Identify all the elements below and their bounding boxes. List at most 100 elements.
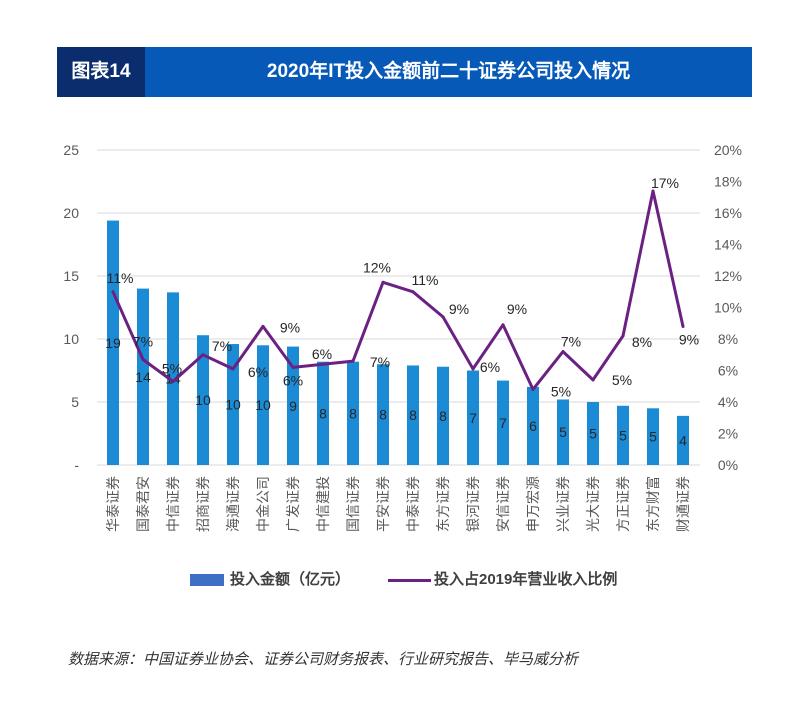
line-value-label: 7% <box>212 338 232 354</box>
bar-value-label: 10 <box>225 397 241 413</box>
y-left-tick-label: 15 <box>63 268 79 284</box>
bar-value-label: 14 <box>135 369 151 385</box>
bar-value-label: 6 <box>529 418 537 434</box>
ratio-line-point <box>531 387 535 391</box>
bar-value-label: 8 <box>319 405 327 421</box>
line-value-label: 9% <box>449 301 469 317</box>
line-value-label: 5% <box>162 361 182 377</box>
ratio-line-point <box>561 350 565 354</box>
bar <box>677 415 689 465</box>
ratio-line-point <box>171 380 175 384</box>
x-axis-category-label: 光大证券 <box>585 476 601 532</box>
ratio-line-point <box>501 323 505 327</box>
bar <box>227 344 239 465</box>
x-axis-category-label: 申万宏源 <box>525 476 541 532</box>
bar <box>407 365 419 465</box>
ratio-line <box>111 189 685 391</box>
line-value-label: 12% <box>363 259 391 275</box>
x-axis-category-label: 平安证券 <box>375 476 391 532</box>
bar-value-label: 9 <box>289 398 297 414</box>
x-axis-category-label: 兴业证券 <box>555 476 571 532</box>
ratio-line-point <box>141 357 145 361</box>
y-right-tick-label: 6% <box>718 363 738 379</box>
bar-value-label: 8 <box>439 408 447 424</box>
bar-value-label: 10 <box>195 392 211 408</box>
ratio-line-point <box>201 353 205 357</box>
x-axis-category-label: 银河证券 <box>465 476 481 532</box>
y-right-tick-label: 14% <box>714 237 742 253</box>
line-value-label: 6% <box>312 346 332 362</box>
y-left-tick-label: 10 <box>63 331 79 347</box>
bar <box>437 366 449 465</box>
bar <box>287 346 299 465</box>
line-value-label: 7% <box>561 334 581 350</box>
ratio-line-point <box>351 359 355 363</box>
bar <box>167 292 179 465</box>
y-right-tick-label: 12% <box>714 268 742 284</box>
bar <box>467 370 479 465</box>
ratio-line-point <box>381 280 385 284</box>
bar <box>557 399 569 465</box>
ratio-line-point <box>261 324 265 328</box>
figure-number: 图表14 <box>57 47 145 97</box>
bar <box>587 402 599 465</box>
x-axis-category-label: 招商证券 <box>195 476 211 532</box>
y-left-tick-label: 5 <box>71 394 79 410</box>
bar <box>317 361 329 465</box>
y-right-tick-label: 4% <box>718 394 738 410</box>
x-axis-category-label: 中信建投 <box>315 476 331 532</box>
x-axis-category-label: 中金公司 <box>255 476 271 532</box>
legend-line-swatch <box>388 579 431 582</box>
bar-value-label: 14 <box>165 371 181 387</box>
bar <box>347 361 359 465</box>
ratio-line-point <box>291 365 295 369</box>
line-value-label: 17% <box>651 175 679 191</box>
y-right-tick-label: 16% <box>714 205 742 221</box>
ratio-line-point <box>321 362 325 366</box>
x-axis-category-label: 安信证券 <box>495 476 511 532</box>
bar <box>617 405 629 465</box>
bar-value-label: 10 <box>255 397 271 413</box>
line-value-label: 9% <box>507 301 527 317</box>
legend-label-ratio: 投入占2019年营业收入比例 <box>434 571 618 588</box>
line-value-label: 5% <box>612 372 632 388</box>
x-axis-category-label: 东方财富 <box>645 476 661 532</box>
ratio-line-point <box>591 378 595 382</box>
y-right-tick-label: 20% <box>714 142 742 158</box>
line-value-label: 11% <box>412 272 439 288</box>
x-axis-category-label: 国泰君安 <box>135 476 151 532</box>
line-value-label: 5% <box>551 383 571 399</box>
bar-value-label: 8 <box>349 405 357 421</box>
x-axis-category-label: 中泰证券 <box>405 476 421 532</box>
y-right-tick-label: 0% <box>718 457 738 473</box>
ratio-line-point <box>621 334 625 338</box>
bar <box>377 364 389 465</box>
y-left-tick-label: 25 <box>63 142 79 158</box>
bar-value-label: 5 <box>589 426 597 442</box>
bar <box>647 408 659 465</box>
ratio-line-point <box>111 290 115 294</box>
line-value-label: 9% <box>679 331 699 347</box>
legend-bar-swatch <box>190 574 224 586</box>
bar-value-label: 8 <box>409 407 417 423</box>
y-right-tick-label: 2% <box>718 426 738 442</box>
y-left-tick-label: 20 <box>63 205 79 221</box>
y-right-tick-label: 8% <box>718 331 738 347</box>
ratio-line-point <box>411 290 415 294</box>
x-axis-category-label: 财通证券 <box>675 476 691 532</box>
ratio-line-point <box>471 367 475 371</box>
line-value-label: 6% <box>283 372 303 388</box>
y-right-tick-label: 10% <box>714 300 742 316</box>
bar-value-label: 8 <box>379 407 387 423</box>
bar-value-label: 19 <box>105 335 121 351</box>
bar-value-label: 7 <box>499 415 507 431</box>
bar-value-label: 5 <box>559 424 567 440</box>
y-left-tick-label: - <box>74 457 79 473</box>
bar <box>497 380 509 465</box>
bar <box>257 345 269 465</box>
line-value-label: 11% <box>107 270 134 286</box>
x-axis-category-label: 方正证券 <box>615 476 631 532</box>
line-value-label: 9% <box>280 319 300 335</box>
legend-item-ratio: 投入占2019年营业收入比例 <box>388 570 638 590</box>
